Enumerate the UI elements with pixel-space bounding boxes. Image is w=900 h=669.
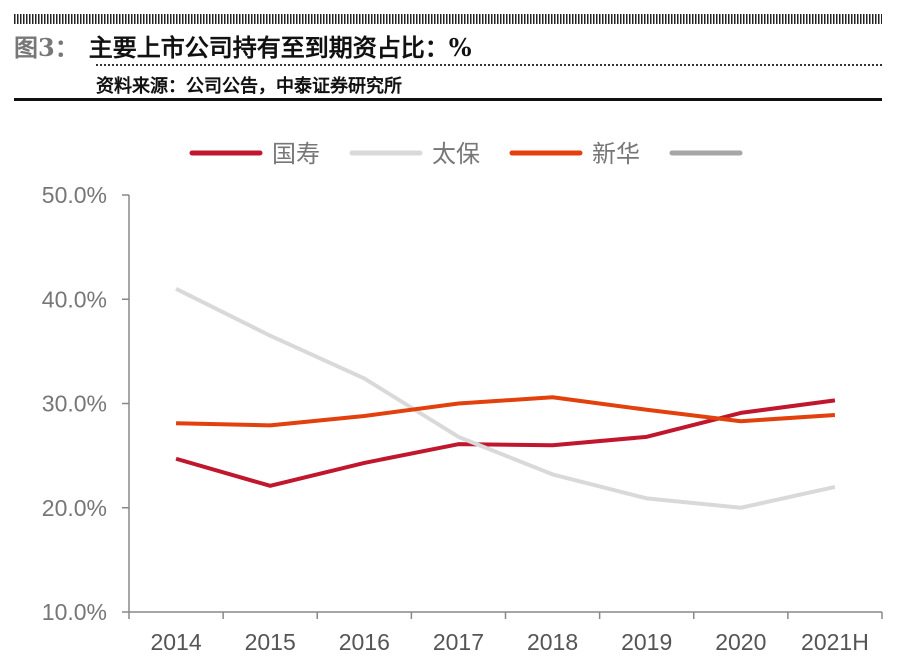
y-tick-label: 50.0%	[42, 182, 107, 208]
header-rule	[14, 98, 882, 101]
y-tick-label: 10.0%	[42, 599, 107, 625]
x-tick-label: 2021H	[801, 629, 869, 655]
y-tick-label: 40.0%	[42, 286, 107, 312]
x-tick-label: 2019	[621, 629, 672, 655]
header-hatch-bar	[14, 14, 882, 24]
x-tick-label: 2018	[527, 629, 578, 655]
legend-label: 国寿	[272, 140, 320, 168]
x-tick-label: 2015	[245, 629, 296, 655]
x-tick-label: 2014	[150, 629, 201, 655]
legend-label: 太保	[432, 140, 480, 168]
x-tick-label: 2016	[339, 629, 390, 655]
figure-label: 图3：	[14, 33, 79, 62]
series-line-太保	[175, 287, 836, 510]
legend-label: 新华	[592, 140, 640, 168]
y-tick-label: 20.0%	[42, 495, 107, 521]
dotted-divider	[96, 64, 882, 66]
title-text: 主要上市公司持有至到期资占比：%	[88, 33, 472, 62]
x-tick-label: 2020	[715, 629, 766, 655]
series-line-国寿	[175, 398, 836, 488]
series-line-新华	[176, 395, 836, 428]
y-tick-label: 30.0%	[42, 391, 107, 417]
source-note: 资料来源：公司公告，中泰证券研究所	[96, 76, 402, 97]
figure-title: 图3： 主要上市公司持有至到期资占比：%	[14, 28, 472, 63]
x-tick-label: 2017	[433, 629, 484, 655]
